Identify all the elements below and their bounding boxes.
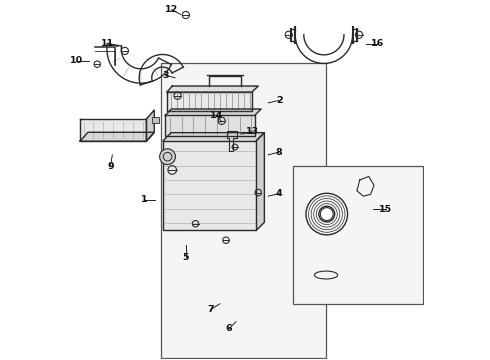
- Text: 14: 14: [210, 111, 223, 120]
- Polygon shape: [80, 119, 147, 141]
- Polygon shape: [167, 86, 258, 92]
- Text: 16: 16: [371, 39, 384, 48]
- Text: 8: 8: [276, 148, 282, 157]
- Polygon shape: [163, 140, 256, 230]
- Polygon shape: [163, 133, 265, 140]
- Text: 13: 13: [245, 127, 259, 136]
- Text: 2: 2: [276, 96, 282, 105]
- Polygon shape: [80, 132, 154, 141]
- Text: 15: 15: [379, 205, 392, 214]
- Text: 3: 3: [162, 71, 169, 80]
- Circle shape: [320, 208, 333, 221]
- Polygon shape: [147, 110, 154, 141]
- Circle shape: [160, 149, 175, 165]
- Text: 12: 12: [165, 5, 178, 14]
- Text: 7: 7: [207, 305, 214, 314]
- Polygon shape: [256, 133, 265, 230]
- Polygon shape: [167, 92, 252, 111]
- Text: 1: 1: [141, 195, 147, 204]
- Text: 10: 10: [70, 57, 83, 66]
- Bar: [161, 63, 326, 357]
- Polygon shape: [165, 116, 255, 136]
- Text: 11: 11: [101, 39, 115, 48]
- Text: 6: 6: [225, 324, 232, 333]
- Text: 4: 4: [276, 189, 282, 198]
- Text: 5: 5: [183, 253, 189, 262]
- Polygon shape: [165, 109, 261, 116]
- Bar: [152, 117, 159, 123]
- Bar: [294, 166, 422, 304]
- Text: 9: 9: [107, 162, 114, 171]
